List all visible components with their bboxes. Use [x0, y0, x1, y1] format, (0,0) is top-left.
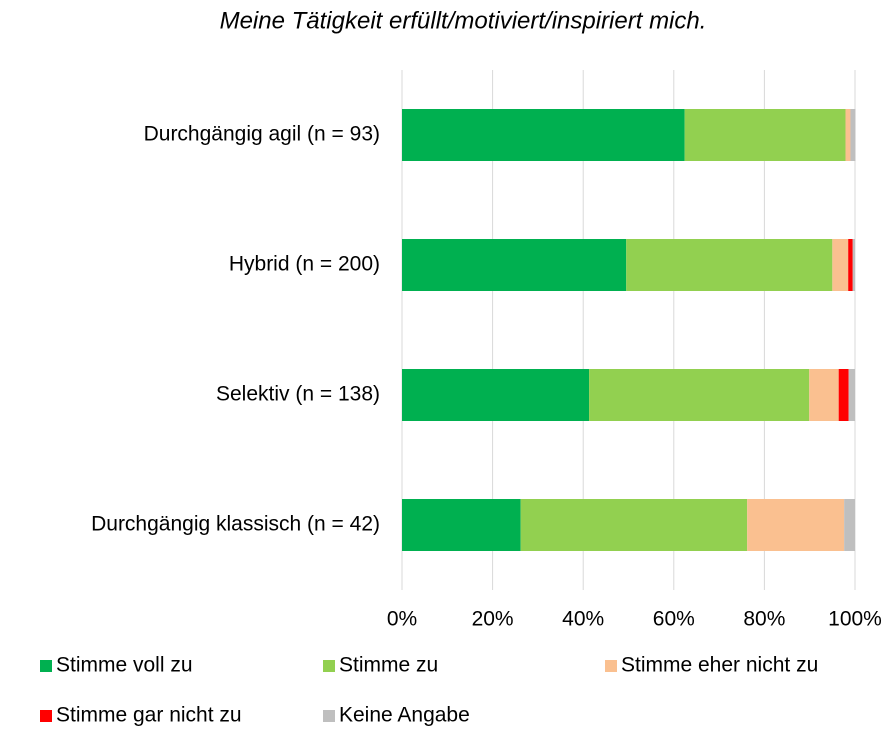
x-tick-label: 20%: [472, 608, 514, 631]
bar-segment: [402, 239, 627, 291]
bar-segment: [402, 369, 590, 421]
x-tick-label: 80%: [743, 608, 785, 631]
legend-label: Stimme voll zu: [56, 654, 193, 677]
bar-segment: [850, 109, 856, 161]
bar-segment: [809, 369, 839, 421]
bar-segment: [747, 499, 845, 551]
bar-segment: [844, 499, 855, 551]
bar-segment: [626, 239, 833, 291]
legend-label: Stimme gar nicht zu: [56, 704, 242, 727]
y-tick-label: Durchgängig agil (n = 93): [144, 123, 380, 146]
chart-title: Meine Tätigkeit erfüllt/motiviert/inspir…: [220, 7, 707, 34]
bar-segment: [402, 499, 521, 551]
legend-swatch: [323, 660, 335, 672]
legend-label: Keine Angabe: [339, 704, 470, 727]
bar-segment: [832, 239, 849, 291]
x-tick-label: 40%: [562, 608, 604, 631]
y-tick-label: Selektiv (n = 138): [216, 383, 380, 406]
bar-segment: [852, 239, 855, 291]
legend-swatch: [40, 660, 52, 672]
bar-segment: [848, 369, 855, 421]
legend-label: Stimme zu: [339, 654, 438, 677]
legend-swatch: [40, 710, 52, 722]
y-tick-label: Hybrid (n = 200): [229, 253, 380, 276]
x-tick-label: 60%: [653, 608, 695, 631]
bar-segment: [848, 239, 853, 291]
legend-label: Stimme eher nicht zu: [621, 654, 818, 677]
x-tick-label: 100%: [828, 608, 882, 631]
bar-segment: [520, 499, 748, 551]
legend-swatch: [323, 710, 335, 722]
legend-swatch: [605, 660, 617, 672]
bar-segment: [684, 109, 846, 161]
bar-segment: [589, 369, 810, 421]
bar-segment: [838, 369, 849, 421]
y-tick-label: Durchgängig klassisch (n = 42): [91, 513, 380, 536]
x-tick-label: 0%: [387, 608, 417, 631]
bar-segment: [402, 109, 685, 161]
bar-segment: [845, 109, 851, 161]
